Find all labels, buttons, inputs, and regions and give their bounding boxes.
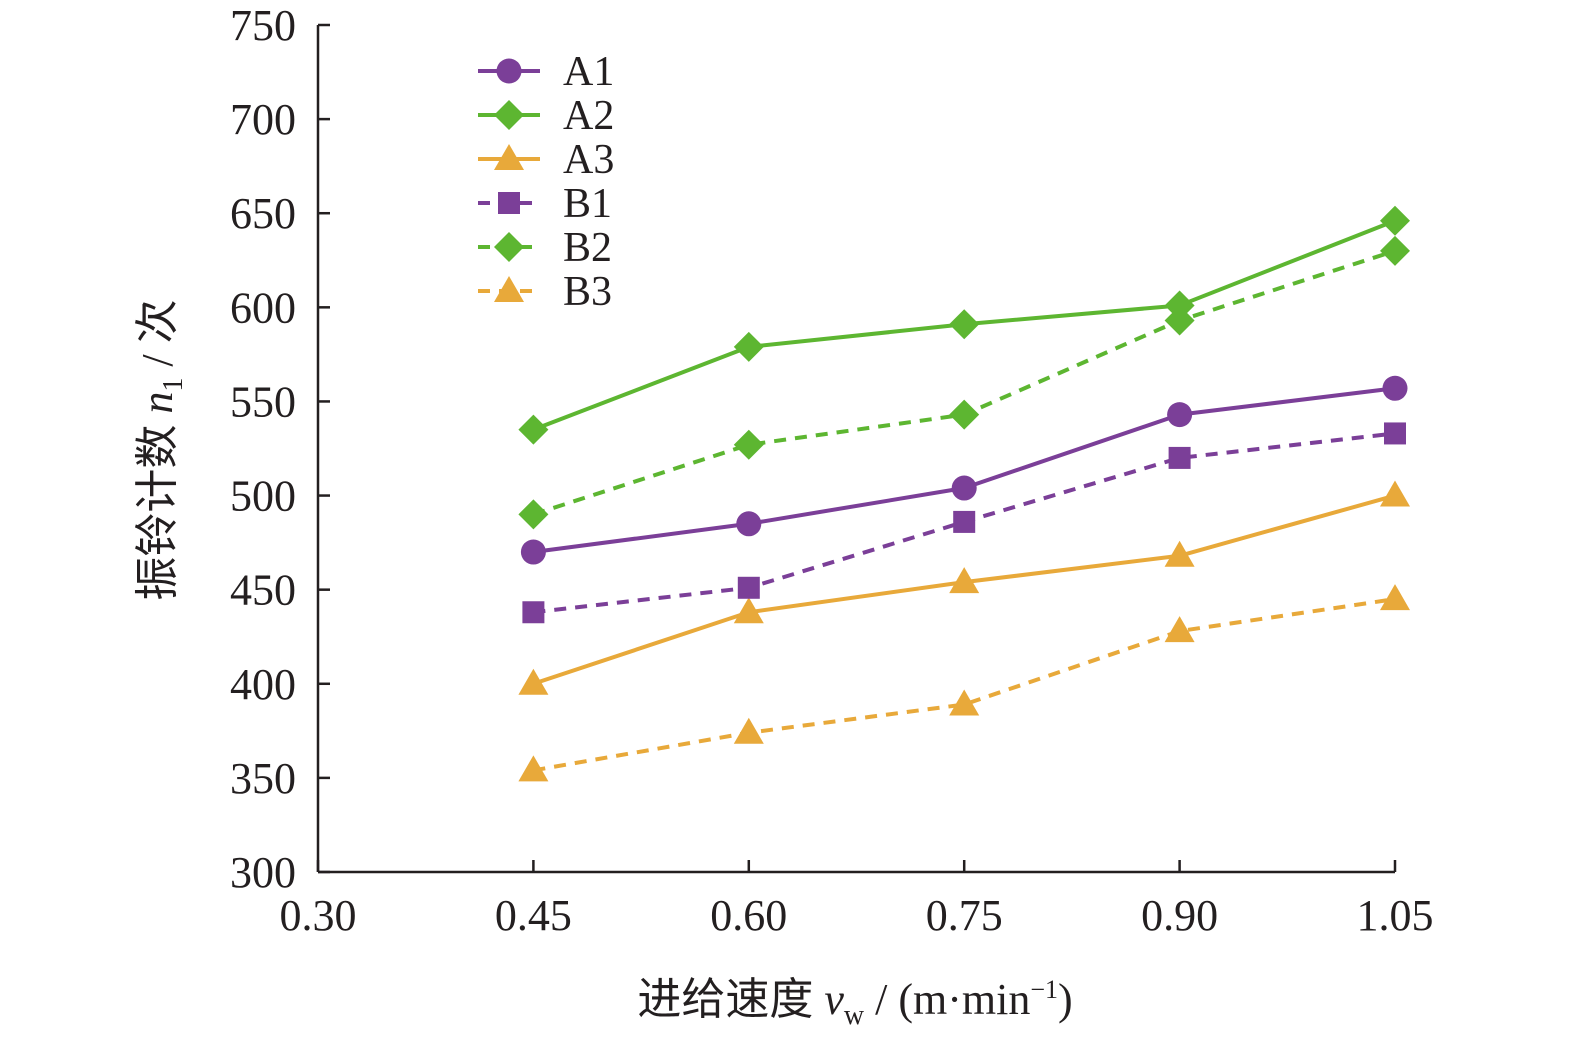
legend-item-b3: B3 xyxy=(478,269,612,315)
x-tick-label: 1.05 xyxy=(1357,891,1434,940)
x-tick-label: 0.30 xyxy=(280,891,357,940)
data-point-b1 xyxy=(737,576,760,599)
legend-marker xyxy=(494,276,524,302)
legend-item-a1: A1 xyxy=(478,49,614,95)
legend-label: A2 xyxy=(563,93,614,139)
data-point-b1 xyxy=(1168,446,1191,469)
legend-label: B1 xyxy=(563,181,612,227)
data-point-b1 xyxy=(953,510,976,533)
data-point-a2 xyxy=(949,309,980,340)
legend-item-a2: A2 xyxy=(478,93,614,139)
legend-label: A1 xyxy=(563,49,614,95)
series-a1 xyxy=(520,375,1408,565)
legend-marker xyxy=(494,100,524,130)
y-tick-label: 600 xyxy=(230,283,296,332)
series-line-b2 xyxy=(532,248,1396,517)
y-axis-title: 振铃计数 n1 / 次 xyxy=(133,299,189,600)
data-point-a1 xyxy=(520,539,546,565)
data-point-b2 xyxy=(518,499,549,530)
data-point-a3 xyxy=(1164,540,1195,567)
series-line-b3 xyxy=(533,597,1396,773)
data-point-a1 xyxy=(951,475,977,501)
data-point-a2 xyxy=(733,331,764,362)
legend-marker xyxy=(498,192,520,214)
x-axis-title: 进给速度 vw / (m·min−1) xyxy=(637,975,1072,1031)
series-a3 xyxy=(518,480,1410,695)
data-point-a1 xyxy=(1167,402,1193,428)
y-tick-label: 700 xyxy=(230,95,296,144)
legend-label: B2 xyxy=(563,225,612,271)
series-layer xyxy=(518,205,1410,782)
y-tick-label: 350 xyxy=(230,754,296,803)
data-point-a2 xyxy=(1380,205,1410,236)
data-point-a2 xyxy=(1164,290,1195,321)
legend-marker xyxy=(494,144,524,170)
data-point-b3 xyxy=(733,717,764,744)
data-point-b2 xyxy=(733,429,764,460)
x-tick-label: 0.60 xyxy=(710,891,787,940)
y-tick-label: 400 xyxy=(230,660,296,709)
legend-marker xyxy=(494,232,524,262)
legend-marker xyxy=(496,58,522,84)
data-point-b2 xyxy=(949,399,980,430)
data-point-a3 xyxy=(518,668,549,695)
y-tick-label: 300 xyxy=(230,848,296,897)
series-b1 xyxy=(522,422,1406,624)
data-point-b1 xyxy=(1384,422,1406,445)
data-point-b3 xyxy=(949,689,980,716)
data-point-a1 xyxy=(1382,375,1408,401)
axes: 300 350 400 450 500 550 600 650 700 750 0.30 0.45 0.… xyxy=(230,1,1434,940)
x-tick-label: 0.75 xyxy=(926,891,1003,940)
y-tick-label: 750 xyxy=(230,1,296,50)
data-point-b1 xyxy=(522,601,545,624)
data-point-b3 xyxy=(1164,616,1195,643)
legend-label: B3 xyxy=(563,269,612,315)
legend-item-b1: B1 xyxy=(478,181,612,227)
y-tick-label: 500 xyxy=(230,472,296,521)
data-point-b3 xyxy=(518,755,549,782)
data-point-b3 xyxy=(1380,584,1410,611)
x-tick-label: 0.90 xyxy=(1141,891,1218,940)
series-b2 xyxy=(518,235,1410,530)
data-point-b2 xyxy=(1380,235,1410,266)
data-point-a3 xyxy=(1380,480,1410,507)
y-tick-label: 650 xyxy=(230,189,296,238)
data-point-a2 xyxy=(518,414,549,445)
data-point-b2 xyxy=(1164,305,1195,336)
y-tick-label: 550 xyxy=(230,377,296,426)
data-point-a1 xyxy=(736,511,762,537)
legend-item-a3: A3 xyxy=(478,137,614,183)
series-b3 xyxy=(518,584,1410,782)
legend-label: A3 xyxy=(563,137,614,183)
series-a2 xyxy=(518,205,1410,445)
data-point-a3 xyxy=(949,567,980,594)
y-tick-label: 450 xyxy=(230,566,296,615)
x-tick-label: 0.45 xyxy=(495,891,572,940)
data-point-a3 xyxy=(733,597,764,624)
legend-item-b2: B2 xyxy=(478,225,612,271)
